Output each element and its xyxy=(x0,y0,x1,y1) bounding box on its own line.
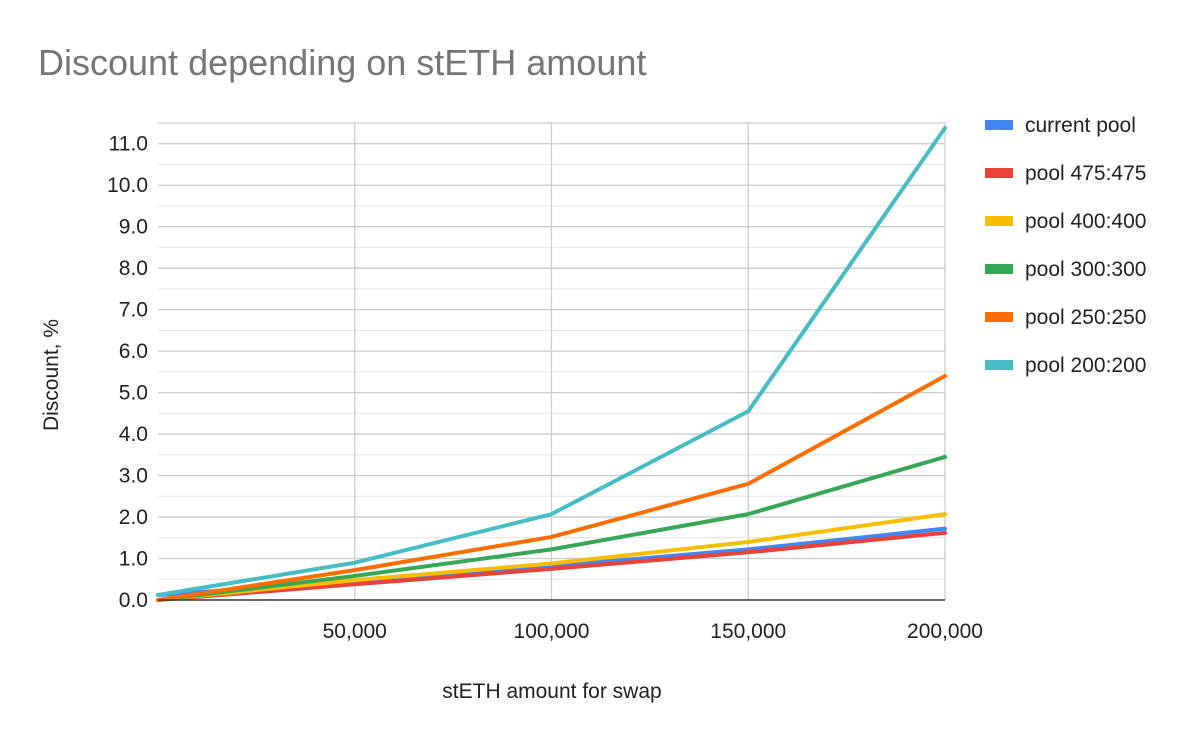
y-tick-label: 10.0 xyxy=(107,174,148,197)
y-tick-label: 0.0 xyxy=(119,589,148,612)
series-line-5 xyxy=(156,125,947,598)
series-line-4 xyxy=(156,374,947,602)
legend-label-0: current pool xyxy=(1025,114,1136,137)
y-tick-label: 4.0 xyxy=(119,423,148,446)
y-tick-label: 3.0 xyxy=(119,465,148,488)
series-line-2 xyxy=(156,512,947,602)
y-axis-ticks: 0.0 1.0 2.0 3.0 4.0 5.0 6.0 7.0 8.0 9.0 10.0 11.0 xyxy=(107,133,148,612)
y-axis-label: Discount, % xyxy=(40,319,63,431)
x-tick-label: 100,000 xyxy=(514,620,590,643)
x-tick-label: 50,000 xyxy=(323,620,387,643)
x-tick-label: 150,000 xyxy=(710,620,786,643)
grid xyxy=(158,122,946,600)
legend-label-1: pool 475:475 xyxy=(1025,162,1146,185)
x-axis-ticks: 50,000 100,000 150,000 200,000 xyxy=(323,620,983,643)
legend-swatch-4 xyxy=(985,312,1013,322)
y-tick-label: 1.0 xyxy=(119,548,148,571)
legend-swatch-0 xyxy=(985,120,1013,130)
legend-label-3: pool 300:300 xyxy=(1025,258,1146,281)
x-tick-label: 200,000 xyxy=(907,620,983,643)
legend-swatch-2 xyxy=(985,216,1013,226)
legend: current pool pool 475:475 pool 400:400 pool… xyxy=(985,114,1146,377)
series-line-1 xyxy=(156,530,947,602)
y-tick-label: 11.0 xyxy=(109,133,148,156)
series-line-3 xyxy=(156,454,947,602)
legend-label-5: pool 200:200 xyxy=(1025,354,1146,377)
legend-label-4: pool 250:250 xyxy=(1025,306,1146,329)
series-lines xyxy=(156,125,947,602)
legend-swatch-5 xyxy=(985,360,1013,370)
y-tick-label: 5.0 xyxy=(119,382,148,405)
y-tick-label: 2.0 xyxy=(119,506,148,529)
chart-title: Discount depending on stETH amount xyxy=(38,42,646,83)
legend-swatch-1 xyxy=(985,168,1013,178)
y-tick-label: 9.0 xyxy=(119,216,148,239)
legend-label-2: pool 400:400 xyxy=(1025,210,1146,233)
y-tick-label: 7.0 xyxy=(119,299,148,322)
x-axis-label: stETH amount for swap xyxy=(442,680,661,703)
y-tick-label: 6.0 xyxy=(119,340,148,363)
legend-swatch-3 xyxy=(985,264,1013,274)
y-tick-label: 8.0 xyxy=(119,257,148,280)
